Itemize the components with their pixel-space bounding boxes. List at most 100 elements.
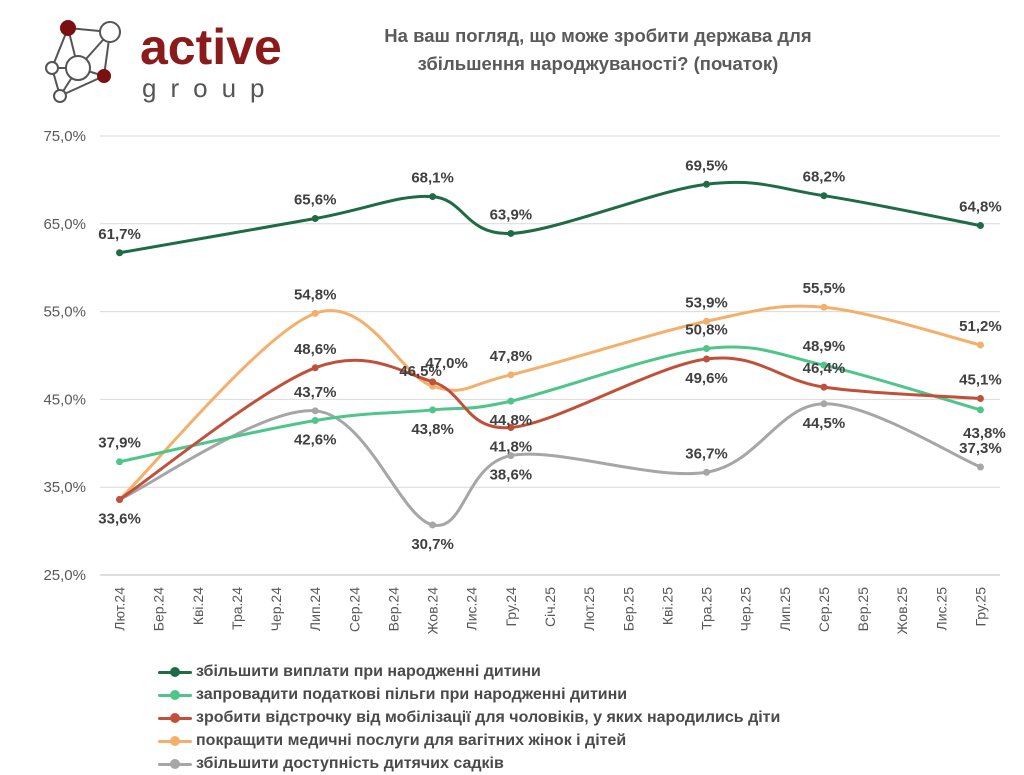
- data-point: [820, 361, 828, 369]
- x-tick-label: Кві.25: [659, 587, 675, 625]
- x-tick-label: Гру.25: [972, 587, 988, 627]
- data-point: [703, 344, 711, 352]
- x-tick-label: Вер.25: [855, 587, 871, 632]
- data-point: [820, 303, 828, 311]
- data-label: 47,8%: [490, 348, 533, 365]
- data-label: 33,6%: [98, 510, 141, 527]
- y-tick-label: 55,0%: [43, 304, 86, 321]
- legend-label: зробити відстрочку від мобілізації для ч…: [196, 708, 781, 726]
- data-label: 51,2%: [959, 318, 1002, 335]
- legend-marker-icon: [158, 734, 192, 748]
- data-label: 63,9%: [490, 206, 533, 223]
- data-label: 48,9%: [803, 338, 846, 355]
- data-label: 61,7%: [98, 226, 141, 243]
- x-tick-label: Чер.24: [268, 587, 284, 632]
- legend-item: збільшити доступність дитячих садків: [158, 752, 780, 775]
- data-point: [311, 309, 319, 317]
- data-label: 47,0%: [425, 355, 468, 372]
- data-label: 53,9%: [685, 294, 728, 311]
- legend-label: збільшити доступність дитячих садків: [196, 754, 504, 772]
- data-point: [820, 400, 828, 408]
- chart-title-line2: збільшення народжуваності? (початок): [417, 53, 779, 74]
- series-line: [118, 180, 982, 255]
- series-line: [118, 304, 982, 501]
- data-point: [703, 180, 711, 188]
- data-point: [429, 521, 437, 529]
- legend-label: покращити медичні послуги для вагітних ж…: [196, 731, 627, 749]
- legend-item: покращити медичні послуги для вагітних ж…: [158, 729, 780, 752]
- data-label: 30,7%: [411, 536, 454, 553]
- legend-item: збільшити виплати при народженні дитини: [158, 660, 780, 683]
- data-point: [507, 423, 515, 431]
- data-point: [311, 407, 319, 415]
- data-point: [976, 406, 984, 414]
- data-point: [976, 395, 984, 403]
- data-point: [429, 378, 437, 386]
- active-group-logo: active group: [45, 19, 282, 103]
- y-tick-label: 75,0%: [43, 128, 86, 145]
- data-point: [976, 222, 984, 230]
- data-label: 68,2%: [803, 169, 846, 186]
- data-label: 68,1%: [411, 170, 454, 187]
- x-tick-label: Вер.24: [385, 587, 401, 632]
- data-label: 41,8%: [490, 438, 533, 455]
- data-point: [116, 458, 124, 466]
- data-label: 64,8%: [959, 199, 1002, 216]
- data-label: 65,6%: [294, 192, 337, 209]
- y-tick-label: 25,0%: [43, 567, 86, 584]
- x-tick-label: Лис.25: [933, 587, 949, 631]
- legend-item: зробити відстрочку від мобілізації для ч…: [158, 706, 780, 729]
- x-tick-label: Бер.25: [620, 587, 636, 631]
- legend-marker-icon: [158, 757, 192, 771]
- data-label: 49,6%: [685, 370, 728, 387]
- data-point: [703, 468, 711, 476]
- line-chart: 25,0% 35,0% 45,0% 55,0% 65,0% 75,0% Лют.24 Бер.…: [43, 128, 1006, 634]
- chart-legend: збільшити виплати при народженні дитини з…: [158, 660, 780, 775]
- data-point: [703, 355, 711, 363]
- y-tick-label: 35,0%: [43, 479, 86, 496]
- chart-title: На ваш погляд, що може зробити держава д…: [318, 22, 878, 78]
- logo-word-group: group: [142, 73, 279, 103]
- y-tick-label: 65,0%: [43, 216, 86, 233]
- legend-label: збільшити виплати при народженні дитини: [196, 662, 541, 680]
- x-tick-label: Бер.24: [151, 587, 167, 631]
- data-point: [820, 192, 828, 200]
- x-tick-label: Тра.25: [699, 587, 715, 630]
- data-label: 54,8%: [294, 286, 337, 303]
- data-label: 42,6%: [294, 431, 337, 448]
- data-point: [116, 495, 124, 503]
- data-label: 36,7%: [685, 445, 728, 462]
- data-point: [311, 364, 319, 372]
- data-point: [429, 406, 437, 414]
- data-label: 69,5%: [685, 157, 728, 174]
- data-point: [976, 341, 984, 349]
- data-point: [507, 452, 515, 460]
- data-point: [976, 463, 984, 471]
- x-tick-label: Чер.25: [738, 587, 754, 632]
- data-label: 44,5%: [803, 415, 846, 432]
- data-point: [311, 416, 319, 424]
- legend-marker-icon: [158, 711, 192, 725]
- x-tick-label: Лис.24: [464, 587, 480, 631]
- data-label: 46,4%: [803, 360, 846, 377]
- legend-label: запровадити податкові пільги при народже…: [196, 685, 628, 703]
- x-tick-label: Лип.25: [777, 587, 793, 631]
- x-tick-label: Лют.24: [112, 587, 128, 631]
- data-label: 50,8%: [685, 321, 728, 338]
- data-label: 43,8%: [963, 425, 1006, 442]
- data-label: 38,6%: [490, 467, 533, 484]
- y-tick-label: 45,0%: [43, 391, 86, 408]
- data-label: 37,3%: [959, 440, 1002, 457]
- data-label: 46,5%: [399, 363, 442, 380]
- logo-word-active: active: [140, 19, 282, 75]
- data-label: 43,7%: [294, 384, 337, 401]
- legend-marker-icon: [158, 688, 192, 702]
- data-point: [311, 215, 319, 223]
- network-nodes-icon: [45, 20, 121, 103]
- legend-marker-icon: [158, 665, 192, 679]
- x-tick-label: Сер.25: [816, 587, 832, 632]
- data-point: [507, 371, 515, 379]
- x-tick-label: Січ.25: [542, 587, 558, 627]
- data-label: 45,1%: [959, 372, 1002, 389]
- x-tick-label: Кві.24: [190, 587, 206, 625]
